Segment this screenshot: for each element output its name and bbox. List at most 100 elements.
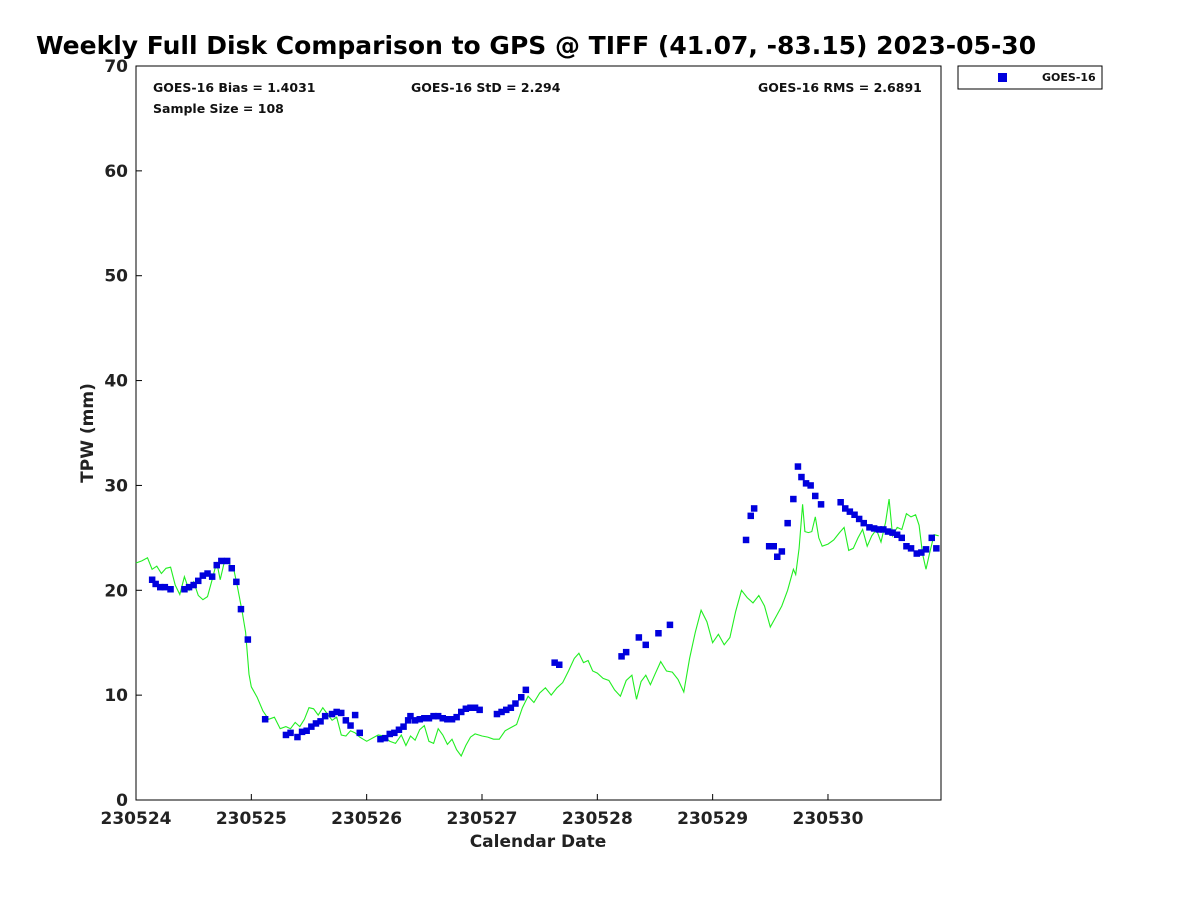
y-tick-label: 0 [116,791,128,811]
y-axis-label: TPW (mm) [78,383,98,483]
goes-data-point [866,524,873,531]
goes-data-point [377,735,384,743]
goes-data-point [846,508,854,515]
goes-data-point [190,581,197,589]
goes-data-point [338,709,345,717]
goes-data-point [317,718,324,725]
goes-data-point [448,716,456,723]
goes-data-point [411,717,419,724]
goes-data-point [223,557,231,565]
goes-data-point [391,729,398,737]
x-tick-label: 230526 [331,809,402,829]
x-axis-label: Calendar Date [470,832,607,852]
legend: GOES-16 [957,65,1103,90]
legend-label-goes16: GOES-16 [1042,71,1096,84]
goes-data-point [903,543,910,550]
goes-data-point [551,659,558,666]
goes-data-point [152,580,159,588]
goes-data-point [386,730,393,738]
goes-data-point [556,661,563,668]
goes-data-point [444,716,451,723]
x-tick-label: 230529 [677,809,748,829]
goes-data-point [918,549,925,556]
goes-data-point [308,723,315,730]
gps-tpw-line [135,499,939,758]
goes-data-point [870,525,878,532]
chart-title: Weekly Full Disk Comparison to GPS @ TIF… [36,31,1036,60]
goes-data-point [802,480,810,487]
goes-data-point [228,565,235,572]
goes-data-point [898,534,905,542]
goes-data-point [507,704,515,711]
goes-data-point [742,536,750,544]
goes-data-point [842,505,849,512]
goes-data-point [913,550,920,557]
goes-data-point [453,713,460,721]
sample-size-stat: Sample Size = 108 [153,101,284,116]
goes-data-point [342,717,350,724]
x-axis-ticks: 230524 230525 230526 230527 230528 230529 2305… [101,794,864,829]
legend-box [957,65,1103,90]
goes-data-point [400,723,407,730]
goes-data-point [635,634,643,641]
goes-data-point [421,715,428,722]
goes-data-point [298,728,306,736]
gps-line-layer [135,499,939,758]
goes-data-point [512,700,519,707]
goes-data-point [161,583,169,591]
goes-data-point [347,722,354,729]
goes-data-point [434,712,442,720]
goes-data-point [812,492,819,500]
goes-data-point [770,543,777,550]
goes-data-point [213,561,220,569]
goes-data-point [282,731,290,739]
goes-data-point [148,576,156,583]
goes-data-point [185,583,193,591]
x-tick-label: 230525 [216,809,287,829]
goes-data-point [208,573,216,580]
goes-data-point [774,553,781,560]
goes-data-point [458,708,465,716]
goes-data-point [237,605,245,613]
x-tick-label: 230524 [101,809,172,829]
goes-data-point [416,716,423,723]
goes-data-point [666,621,674,629]
goes-data-point [642,641,649,649]
bias-stat: GOES-16 Bias = 1.4031 [153,80,315,95]
y-tick-label: 10 [104,686,128,706]
goes-data-point [244,636,252,643]
goes-data-point [328,710,336,718]
std-stat: GOES-16 StD = 2.294 [411,80,561,95]
goes-data-point [622,648,630,656]
goes-data-point [880,526,887,533]
goes-data-point [303,727,310,734]
goes-data-point [404,717,412,724]
goes-data-point [498,708,505,716]
x-tick-label: 230530 [792,809,863,829]
plot-area: 0 10 20 30 40 50 60 70 230524 230525 230526 230527… [101,57,942,829]
goes-data-point [195,577,202,585]
y-tick-label: 40 [104,372,128,392]
goes-data-point [333,708,340,716]
goes-data-point [807,482,814,489]
x-tick-label: 230528 [562,809,633,829]
goes-data-point [233,578,240,586]
y-tick-label: 70 [104,57,128,77]
y-axis-ticks: 0 10 20 30 40 50 60 70 [104,57,142,811]
goes-marker-layer [148,463,940,743]
goes-data-point [817,501,825,508]
goes-data-point [518,694,525,701]
goes-data-point [860,519,867,527]
goes-data-point [351,711,359,719]
goes-data-point [181,586,188,593]
rms-stat: GOES-16 RMS = 2.6891 [758,80,922,95]
goes-data-point [167,586,174,593]
goes-data-point [261,716,269,723]
goes-data-point [778,548,786,555]
goes-data-point [922,546,930,553]
goes-data-point [381,734,389,742]
goes-data-point [199,572,207,579]
goes-data-point [655,630,662,637]
goes-data-point [928,534,935,542]
